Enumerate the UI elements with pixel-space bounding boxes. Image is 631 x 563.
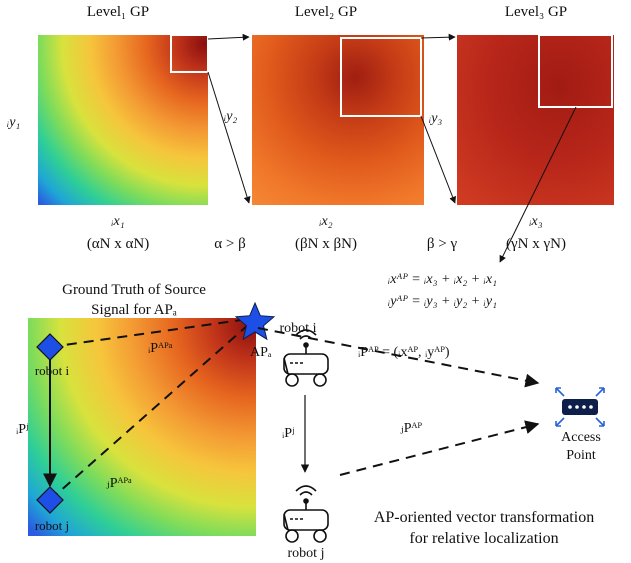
- caption-line-1: AP-oriented vector transformation: [374, 509, 594, 526]
- cmp2-label: β > γ: [427, 236, 458, 252]
- robot-i-icon: [283, 329, 329, 387]
- ip-ap-a-label: ᵢPᴬᴾᵃ: [148, 341, 173, 356]
- dash-robot-i-to-ap: [49, 317, 257, 348]
- level2-label: Level₂ GP: [295, 4, 357, 20]
- zoom-arrow-2b: [420, 115, 456, 204]
- access-point-label-2: Point: [566, 448, 596, 463]
- robot-i-map-label: robot i: [35, 363, 70, 378]
- dash-robot-i-to-access-point: [257, 327, 540, 388]
- level2-zoom-box: [340, 37, 422, 117]
- ip-j-label: ᵢPʲ: [282, 426, 294, 441]
- y3-label: ᵢy₃: [429, 111, 442, 126]
- ap-a-label: APₐ: [250, 345, 272, 360]
- level2-heatmap: [252, 35, 424, 205]
- robot-j-icon: [283, 485, 329, 543]
- level3-label: Level₃ GP: [505, 4, 567, 20]
- zoom-arrow-1b: [207, 71, 251, 204]
- pointer-arrow-3: [499, 106, 577, 263]
- cmp1-label: α > β: [214, 236, 245, 252]
- level3-heatmap: [457, 35, 614, 205]
- robot-j-diamond: [36, 486, 64, 514]
- robot-i-diamond: [36, 333, 64, 361]
- jp-ap-label: ⱼPᴬᴾ: [400, 421, 422, 436]
- ip-j-map-label: ᵢPʲ: [16, 422, 28, 437]
- dash-robot-j-to-access-point: [339, 420, 540, 476]
- ground-truth-title-1: Ground Truth of Source: [62, 282, 206, 298]
- dash-robot-j-to-ap: [49, 317, 257, 501]
- x1-label: ᵢx₁: [111, 214, 124, 229]
- equation-y: ᵢyᴬᴾ = ᵢy₃ + ᵢy₂ + ᵢy₁: [388, 294, 497, 309]
- y1-label: ᵢy₁: [7, 115, 20, 130]
- x2-label: ᵢx₂: [319, 214, 332, 229]
- size3-label: (γN x γN): [506, 236, 566, 252]
- ground-truth-heatmap: [28, 318, 256, 536]
- y2-label: ᵢy₂: [224, 109, 237, 124]
- access-point-label-1: Access: [561, 430, 601, 445]
- level1-label: Level₁ GP: [87, 4, 149, 20]
- caption-line-2: for relative localization: [409, 530, 558, 547]
- equation-x: ᵢxᴬᴾ = ᵢx₃ + ᵢx₂ + ᵢx₁: [388, 272, 497, 287]
- level1-heatmap: [38, 35, 208, 205]
- ground-truth-title-2: Signal for APₐ: [91, 302, 177, 318]
- zoom-arrow-2a: [420, 33, 456, 41]
- zoom-arrow-1a: [207, 33, 250, 41]
- robot-j-label: robot j: [288, 546, 325, 561]
- size1-label: (αN x αN): [87, 236, 149, 252]
- ip-ap-equation: ᵢPᴬᴾ = (ᵢxᴬᴾ, ᵢyᴬᴾ): [358, 345, 450, 360]
- robot-j-map-label: robot j: [35, 518, 69, 533]
- router-icon: [555, 387, 605, 427]
- level1-zoom-box: [170, 34, 209, 73]
- robot-i-label: robot i: [280, 321, 317, 336]
- x3-label: ᵢx₃: [529, 214, 542, 229]
- size2-label: (βN x βN): [295, 236, 357, 252]
- jp-ap-a-label: ⱼPᴬᴾᵃ: [106, 476, 132, 491]
